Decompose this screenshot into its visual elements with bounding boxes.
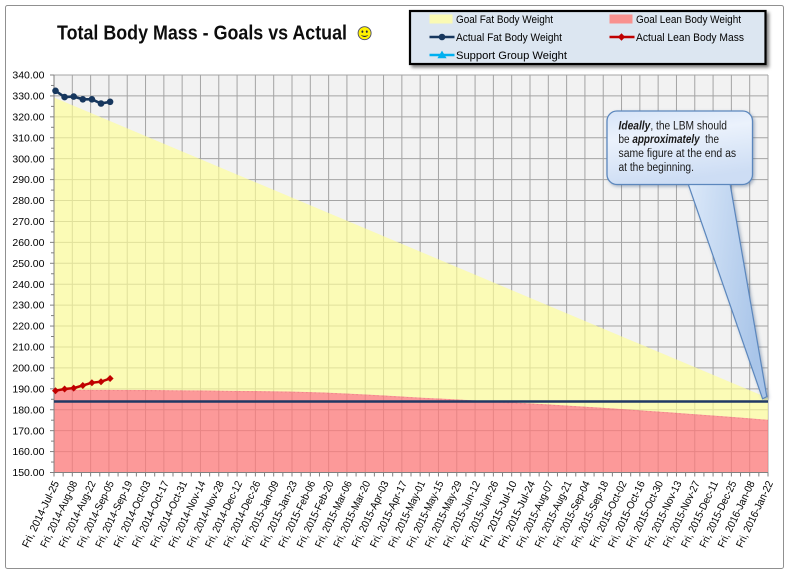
svg-text:250.00: 250.00 [12, 258, 44, 270]
svg-text:Ideally, the LBM should: Ideally, the LBM should [619, 120, 728, 132]
svg-text:Actual Lean Body Mass: Actual Lean Body Mass [636, 32, 744, 44]
svg-text:Actual Fat Body Weight: Actual Fat Body Weight [456, 32, 562, 44]
svg-text:190.00: 190.00 [12, 383, 44, 395]
svg-text:be approximately the: be approximately the [619, 134, 720, 146]
svg-text:160.00: 160.00 [12, 446, 44, 458]
svg-text:same figure at the end as: same figure at the end as [619, 148, 737, 160]
svg-text:230.00: 230.00 [12, 300, 44, 312]
svg-text:200.00: 200.00 [12, 362, 44, 374]
svg-text:320.00: 320.00 [12, 111, 44, 123]
svg-text:280.00: 280.00 [12, 195, 44, 207]
svg-text:220.00: 220.00 [12, 321, 44, 333]
svg-text:170.00: 170.00 [12, 425, 44, 437]
svg-text:at the beginning.: at the beginning. [619, 162, 694, 174]
svg-text:310.00: 310.00 [12, 132, 44, 144]
svg-text:240.00: 240.00 [12, 279, 44, 291]
svg-text:Total Body Mass - Goals vs Act: Total Body Mass - Goals vs Actual [57, 23, 347, 45]
svg-text:Goal Fat Body Weight: Goal Fat Body Weight [456, 14, 553, 26]
svg-text:Support Group Weight: Support Group Weight [456, 50, 567, 62]
svg-text:150.00: 150.00 [12, 467, 44, 479]
svg-text:270.00: 270.00 [12, 216, 44, 228]
svg-text:210.00: 210.00 [12, 342, 44, 354]
svg-text:340.00: 340.00 [12, 70, 44, 82]
svg-text:290.00: 290.00 [12, 174, 44, 186]
svg-text:260.00: 260.00 [12, 237, 44, 249]
svg-text:330.00: 330.00 [12, 91, 44, 103]
svg-text:180.00: 180.00 [12, 404, 44, 416]
svg-text:Goal Lean Body Weight: Goal Lean Body Weight [636, 14, 741, 26]
svg-text:300.00: 300.00 [12, 153, 44, 165]
